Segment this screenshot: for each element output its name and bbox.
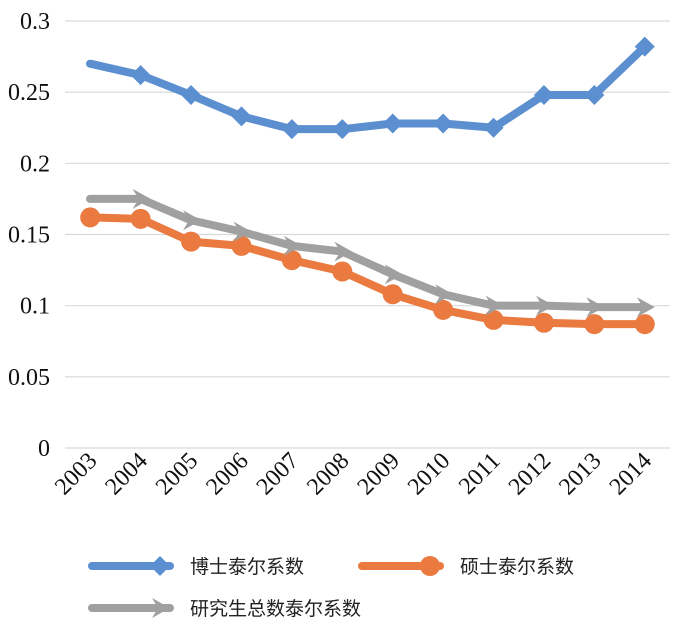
data-point [483,309,504,330]
x-tick-label: 2009 [353,448,405,500]
data-point [80,207,101,228]
data-point [382,113,403,134]
series-group [80,36,655,335]
series-0 [86,36,655,140]
data-point [634,314,655,335]
legend-swatch-marker [150,556,170,576]
data-point [181,85,202,106]
x-tick-label: 2011 [454,448,506,500]
x-tick-label: 2003 [50,448,102,500]
x-tick-label: 2004 [101,448,153,500]
data-point [181,231,202,252]
x-tick-label: 2008 [302,448,354,500]
legend-item: 研究生总数泰尔系数 [88,598,361,620]
x-tick-label: 2014 [605,448,657,500]
data-point [283,235,302,256]
legend-swatch-marker [152,598,170,618]
x-tick-label: 2012 [504,448,556,500]
y-tick-label: 0.1 [20,294,50,320]
data-point [533,312,554,333]
x-tick-label: 2005 [151,448,203,500]
legend-swatch-marker [420,556,440,576]
y-axis-ticks: 0 0.05 0.1 0.15 0.2 0.25 0.3 [8,9,50,462]
data-point [634,36,655,57]
data-point [433,299,454,320]
x-tick-label: 2010 [403,448,455,500]
series-2 [86,188,655,318]
data-point [231,235,252,256]
data-point [584,85,605,106]
x-tick-label: 2006 [201,448,253,500]
legend-label: 硕士泰尔系数 [460,556,574,578]
data-point [636,297,655,318]
legend-label: 研究生总数泰尔系数 [190,598,361,620]
data-point [435,284,454,305]
data-point [332,119,353,140]
series-line [86,42,649,134]
data-point [132,188,151,209]
series-1 [80,207,655,335]
data-point [584,314,605,335]
data-point [586,297,605,318]
legend-item: 硕士泰尔系数 [358,556,574,578]
data-point [483,117,504,138]
x-tick-label: 2007 [252,448,304,500]
data-point [183,210,202,231]
data-point [130,65,151,86]
x-axis-ticks: 2003200420052006200720082009201020112012… [50,448,657,500]
y-tick-label: 0.25 [8,80,50,106]
data-point [130,208,151,229]
data-point [485,295,504,316]
y-tick-label: 0.3 [20,9,50,35]
y-tick-label: 0.05 [8,365,50,391]
y-tick-label: 0 [38,436,50,462]
x-tick-label: 2013 [554,448,606,500]
data-point [233,221,252,242]
data-point [433,113,454,134]
data-point [535,295,554,316]
data-point [281,250,302,271]
legend-item: 博士泰尔系数 [88,556,304,578]
data-point [382,284,403,305]
legend-label: 博士泰尔系数 [190,556,304,578]
series-line [86,194,649,312]
data-point [281,119,302,140]
data-point [384,264,403,285]
data-point [533,85,554,106]
y-tick-label: 0.2 [20,151,50,177]
data-point [332,261,353,282]
data-point [334,241,353,262]
y-tick-label: 0.15 [8,223,50,249]
data-point [231,106,252,127]
